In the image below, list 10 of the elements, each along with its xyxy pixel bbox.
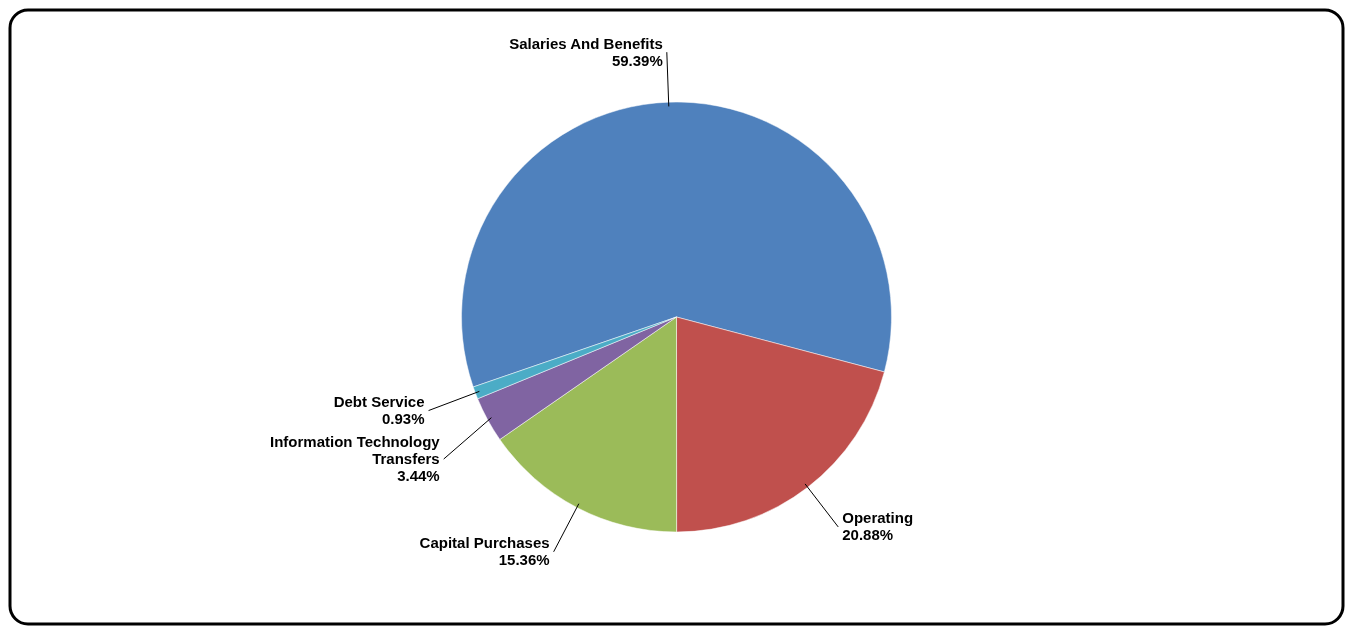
- slice-label: Capital Purchases: [419, 534, 550, 552]
- data-label: 59.39%: [611, 51, 663, 69]
- slice-label: Debt Service: [333, 393, 425, 411]
- slice-label: Operating: [842, 509, 914, 527]
- data-label: 3.44%: [397, 467, 440, 485]
- slice-label: Information Technology Transfers: [269, 433, 441, 468]
- data-label: 0.93%: [382, 410, 425, 428]
- data-label: 15.36%: [498, 551, 550, 569]
- slice-label: Salaries And Benefits: [509, 34, 663, 52]
- data-label: 20.88%: [842, 526, 894, 544]
